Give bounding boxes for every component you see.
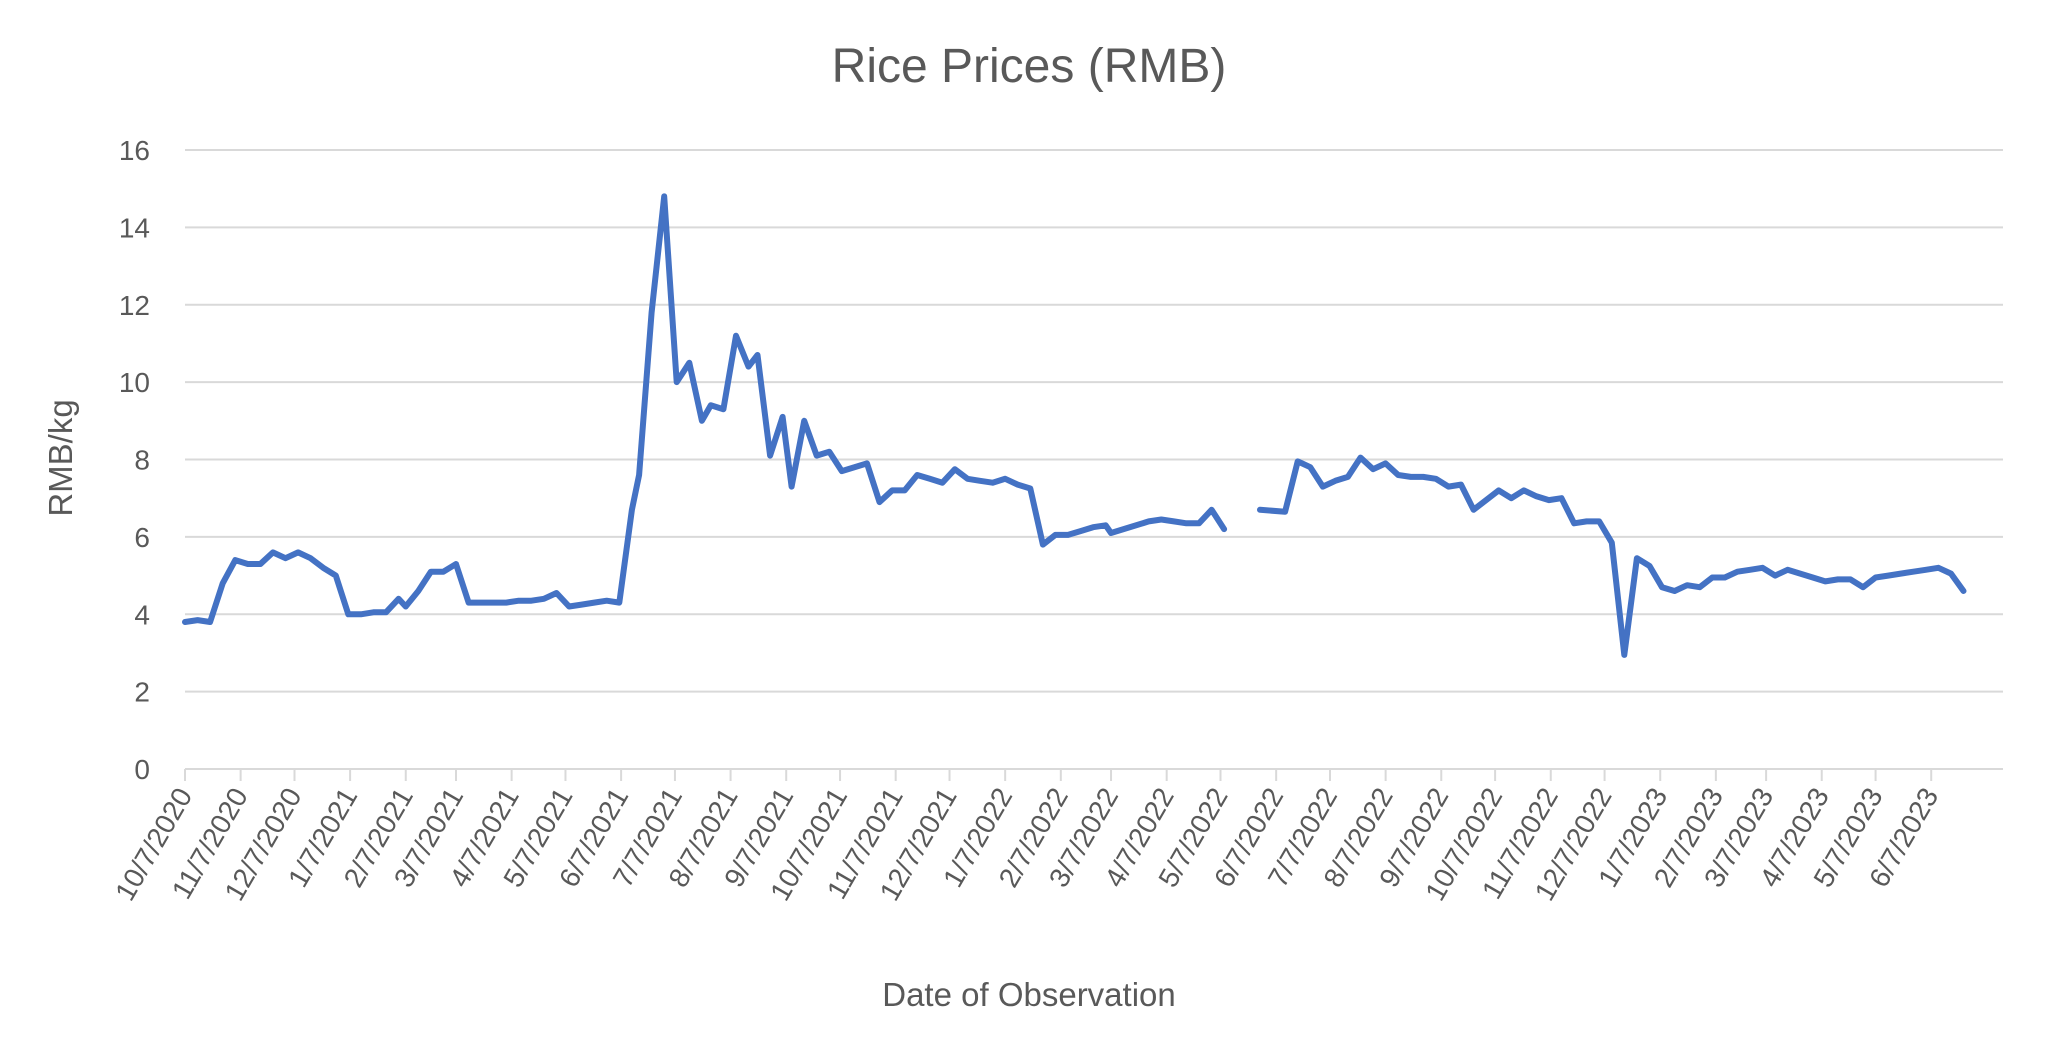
x-tick-labels: 10/7/202011/7/202012/7/20201/7/20212/7/2… [109,783,1944,906]
x-axis-title: Date of Observation [882,976,1176,1013]
series-lines [182,193,1967,658]
y-tick-label: 6 [134,522,150,553]
y-tick-label: 10 [119,367,150,398]
y-tick-label: 2 [134,677,150,708]
gridlines [185,149,2003,693]
y-axis-title: RMB/kg [42,399,79,516]
y-tick-label: 0 [134,754,150,785]
x-axis [184,768,2003,781]
y-tick-labels: 0 2 4 6 8 10 12 14 16 [119,135,150,785]
series-line-segment-1 [1257,454,1967,658]
series-line-segment-0 [182,193,1228,625]
y-tick-label: 16 [119,135,150,166]
y-tick-label: 4 [134,599,150,630]
y-tick-label: 14 [119,212,150,243]
y-tick-label: 12 [119,290,150,321]
chart-title: Rice Prices (RMB) [832,40,1227,93]
y-tick-label: 8 [134,445,150,476]
